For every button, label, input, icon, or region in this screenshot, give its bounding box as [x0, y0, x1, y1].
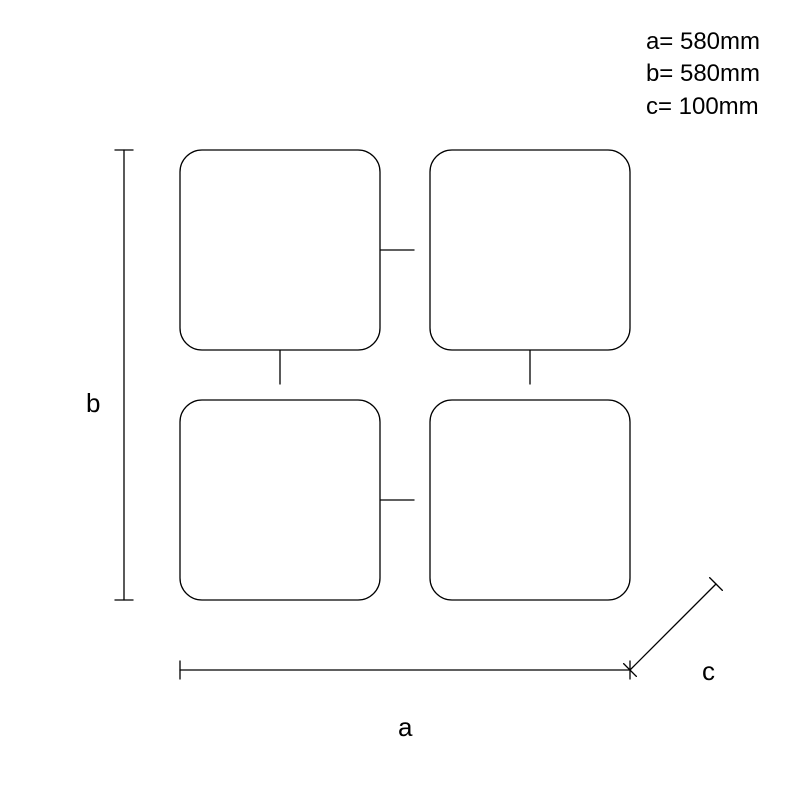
label-a: a	[398, 712, 412, 743]
label-c: c	[702, 656, 715, 687]
label-b: b	[86, 388, 100, 419]
diagram-svg	[0, 0, 800, 800]
diagram-canvas: a= 580mm b= 580mm c= 100mm b a c	[0, 0, 800, 800]
